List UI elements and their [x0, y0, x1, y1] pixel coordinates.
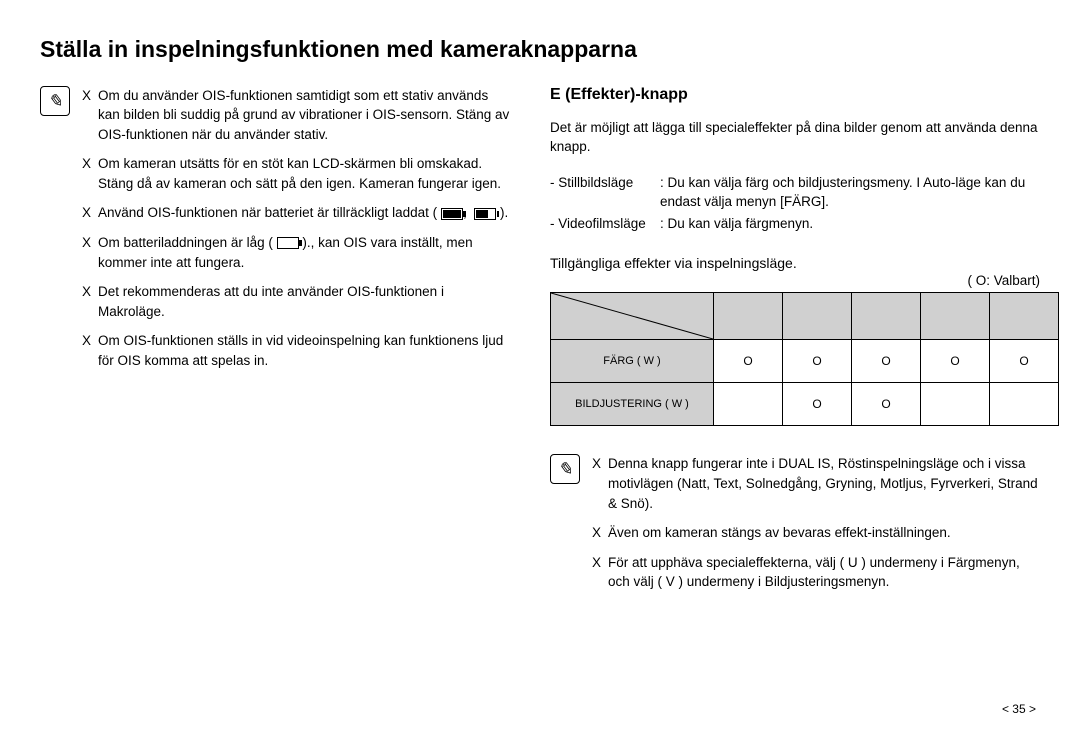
bullet: X: [82, 154, 98, 193]
table-cell: [921, 383, 990, 426]
table-legend: ( O: Valbart): [550, 273, 1040, 288]
table-cell: O: [852, 383, 921, 426]
table-header-row: [551, 293, 1059, 340]
table-mode-header: [852, 293, 921, 340]
mode-descriptions: - Stillbildsläge : Du kan välja färg och…: [550, 173, 1040, 234]
battery-mid-icon: [474, 208, 496, 220]
list-item: X För att upphäva specialeffekterna, väl…: [592, 553, 1040, 592]
mode-value: : Du kan välja färgmenyn.: [660, 214, 1040, 234]
list-item: X Det rekommenderas att du inte använder…: [82, 282, 510, 321]
table-mode-header: [783, 293, 852, 340]
note-icon: ✎: [550, 454, 580, 484]
bullet: X: [592, 454, 608, 513]
intro-text: Det är möjligt att lägga till specialeff…: [550, 118, 1040, 157]
table-mode-header: [714, 293, 783, 340]
mode-row: - Videofilmsläge : Du kan välja färgmeny…: [550, 214, 1040, 234]
diagonal-line-icon: [551, 293, 713, 339]
list-item: X Om kameran utsätts för en stöt kan LCD…: [82, 154, 510, 193]
table-mode-header: [990, 293, 1059, 340]
table-cell: O: [783, 383, 852, 426]
effects-table: FÄRG ( W ) O O O O O BILDJUSTERING ( W )…: [550, 292, 1059, 426]
right-notes: X Denna knapp fungerar inte i DUAL IS, R…: [592, 454, 1040, 601]
bullet: X: [82, 331, 98, 370]
list-item: X Om du använder OIS-funktionen samtidig…: [82, 86, 510, 145]
list-item: X Om OIS-funktionen ställs in vid videoi…: [82, 331, 510, 370]
note-text: Det rekommenderas att du inte använder O…: [98, 282, 510, 321]
table-title: Tillgängliga effekter via inspelningsläg…: [550, 255, 1040, 271]
bullet: X: [592, 553, 608, 592]
table-cell: O: [852, 340, 921, 383]
note-text: Om kameran utsätts för en stöt kan LCD-s…: [98, 154, 510, 193]
mode-row: - Stillbildsläge : Du kan välja färg och…: [550, 173, 1040, 212]
bullet: X: [82, 282, 98, 321]
mode-label: - Videofilmsläge: [550, 214, 660, 234]
table-row: BILDJUSTERING ( W ) O O: [551, 383, 1059, 426]
note-text-suffix: ).: [500, 205, 508, 220]
battery-full-icon: [441, 208, 463, 220]
table-cell: O: [990, 340, 1059, 383]
bullet: X: [82, 233, 98, 272]
table-cell: [714, 383, 783, 426]
bullet: X: [82, 203, 98, 223]
note-text-prefix: Använd OIS-funktionen när batteriet är t…: [98, 205, 441, 220]
left-notes: X Om du använder OIS-funktionen samtidig…: [82, 86, 510, 381]
page-title: Ställa in inspelningsfunktionen med kame…: [40, 36, 1040, 64]
note-text-prefix: Om batteriladdningen är låg (: [98, 235, 277, 250]
mode-label: - Stillbildsläge: [550, 173, 660, 212]
section-heading: E (Effekter)-knapp: [550, 86, 1040, 104]
list-item: X Använd OIS-funktionen när batteriet är…: [82, 203, 510, 223]
note-text: Använd OIS-funktionen när batteriet är t…: [98, 203, 510, 223]
note-text: Denna knapp fungerar inte i DUAL IS, Rös…: [608, 454, 1040, 513]
table-mode-header: [921, 293, 990, 340]
right-notes-block: ✎ X Denna knapp fungerar inte i DUAL IS,…: [550, 454, 1040, 601]
two-column-layout: ✎ X Om du använder OIS-funktionen samtid…: [40, 86, 1040, 602]
note-text: Om OIS-funktionen ställs in vid videoins…: [98, 331, 510, 370]
table-cell: O: [714, 340, 783, 383]
battery-low-icon: [277, 237, 299, 249]
bullet: X: [592, 523, 608, 543]
manual-page: Ställa in inspelningsfunktionen med kame…: [0, 0, 1080, 746]
row-label: FÄRG ( W ): [551, 340, 714, 383]
table-cell: [990, 383, 1059, 426]
note-text: För att upphäva specialeffekterna, välj …: [608, 553, 1040, 592]
right-column: E (Effekter)-knapp Det är möjligt att lä…: [550, 86, 1040, 602]
note-text: Om du använder OIS-funktionen samtidigt …: [98, 86, 510, 145]
page-number: < 35 >: [1002, 702, 1036, 716]
list-item: X Denna knapp fungerar inte i DUAL IS, R…: [592, 454, 1040, 513]
mode-value: : Du kan välja färg och bildjusteringsme…: [660, 173, 1040, 212]
left-column: ✎ X Om du använder OIS-funktionen samtid…: [40, 86, 510, 602]
list-item: X Om batteriladdningen är låg ( )., kan …: [82, 233, 510, 272]
row-label: BILDJUSTERING ( W ): [551, 383, 714, 426]
note-text: Om batteriladdningen är låg ( )., kan OI…: [98, 233, 510, 272]
list-item: X Även om kameran stängs av bevaras effe…: [592, 523, 1040, 543]
note-icon: ✎: [40, 86, 70, 116]
note-text: Även om kameran stängs av bevaras effekt…: [608, 523, 1040, 543]
table-row: FÄRG ( W ) O O O O O: [551, 340, 1059, 383]
table-cell: O: [921, 340, 990, 383]
table-corner-cell: [551, 293, 714, 340]
table-cell: O: [783, 340, 852, 383]
bullet: X: [82, 86, 98, 145]
